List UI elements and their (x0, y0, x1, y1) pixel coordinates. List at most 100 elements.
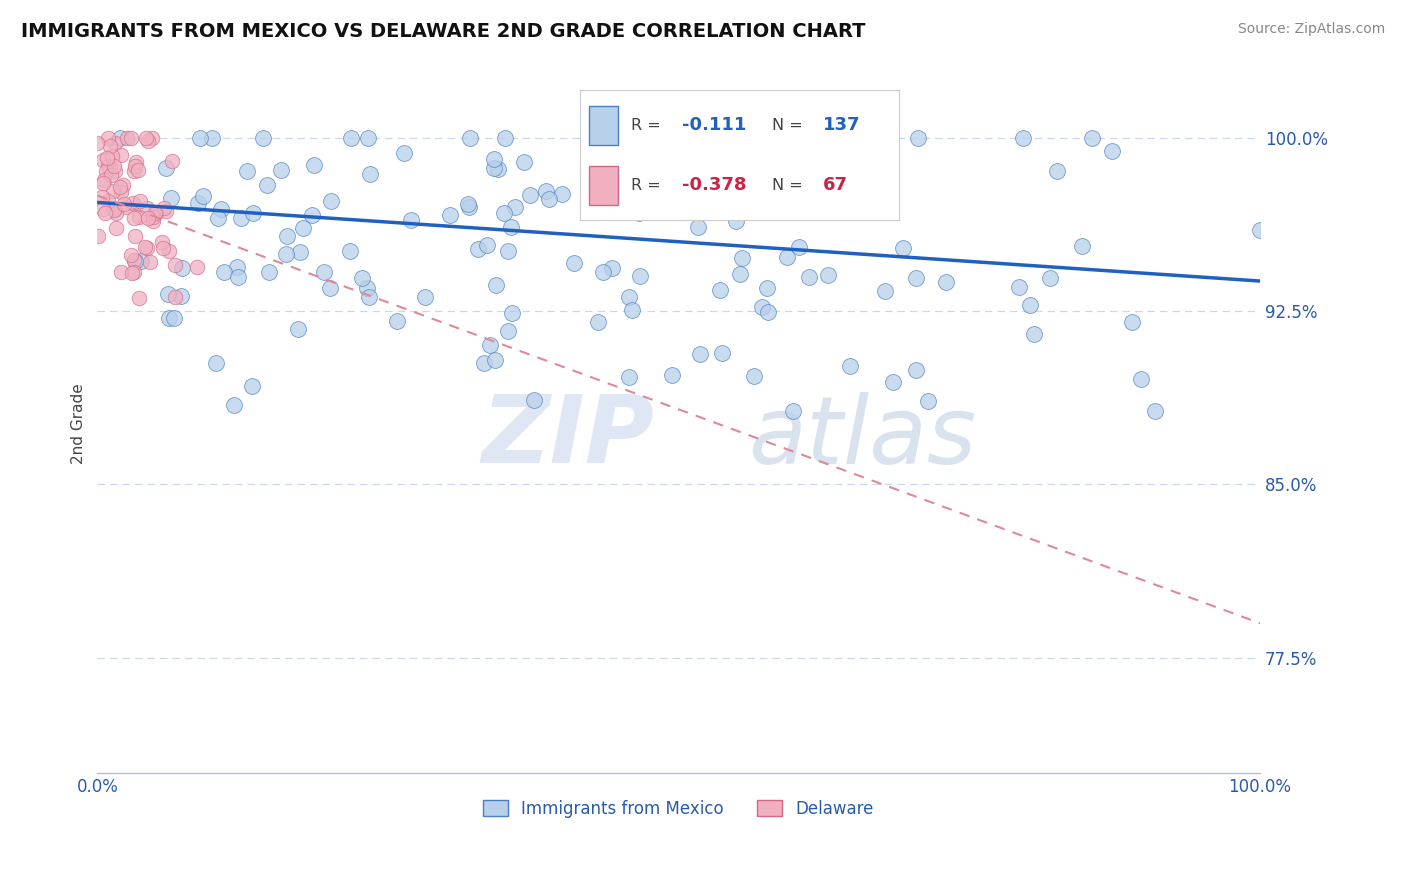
Point (121, 266, 143, 280)
Point (576, 194, 599, 209)
Point (787, 240, 810, 254)
Point (112, 178, 135, 192)
Point (110, 148, 132, 162)
Point (1024, 326, 1046, 341)
Point (188, 130, 211, 145)
Point (124, 229, 146, 244)
Point (499, 220, 522, 235)
Point (401, 213, 423, 227)
Point (339, 244, 361, 258)
Point (104, 136, 127, 150)
Point (496, 244, 519, 259)
Point (138, 255, 160, 269)
Point (1012, 130, 1035, 145)
Point (592, 265, 614, 279)
Point (501, 306, 523, 320)
Point (122, 163, 145, 178)
Point (104, 220, 127, 235)
Point (240, 379, 263, 393)
Point (534, 184, 557, 198)
Point (1039, 271, 1062, 285)
Point (340, 130, 363, 145)
Point (226, 260, 249, 274)
Point (689, 347, 711, 361)
Point (679, 200, 702, 214)
Point (115, 130, 138, 145)
Point (209, 202, 232, 216)
Point (205, 356, 228, 370)
Point (135, 130, 157, 145)
Point (115, 200, 138, 214)
Point (136, 202, 159, 216)
Point (319, 194, 342, 208)
Point (484, 152, 506, 166)
Point (276, 229, 298, 244)
Point (523, 392, 546, 407)
Point (799, 270, 821, 285)
Point (226, 269, 249, 284)
Point (187, 196, 209, 211)
Point (292, 221, 315, 235)
Point (120, 248, 142, 262)
Point (157, 244, 180, 258)
Point (103, 202, 125, 217)
Point (104, 163, 127, 178)
Point (100, 169, 122, 183)
Point (513, 154, 536, 169)
Point (756, 305, 779, 319)
Text: Source: ZipAtlas.com: Source: ZipAtlas.com (1237, 22, 1385, 37)
Point (103, 202, 125, 217)
Legend: Immigrants from Mexico, Delaware: Immigrants from Mexico, Delaware (477, 793, 880, 824)
Point (475, 238, 498, 252)
Point (591, 167, 613, 181)
Point (91, 202, 114, 216)
Point (756, 280, 779, 294)
Point (214, 265, 236, 279)
Point (236, 164, 259, 178)
Point (744, 368, 766, 383)
Point (150, 235, 173, 249)
Point (627, 206, 650, 220)
Point (319, 281, 342, 295)
Point (661, 368, 683, 383)
Point (125, 155, 148, 169)
Point (163, 289, 186, 303)
Point (486, 161, 509, 176)
Point (110, 186, 132, 200)
Point (1121, 315, 1143, 329)
Point (207, 211, 229, 225)
Point (905, 362, 928, 376)
Point (274, 247, 297, 261)
Point (600, 260, 623, 275)
Point (607, 130, 630, 145)
Point (163, 311, 186, 326)
Point (413, 290, 436, 304)
Point (259, 265, 281, 279)
Point (817, 268, 839, 283)
Point (159, 191, 181, 205)
Point (124, 253, 146, 268)
Point (170, 261, 193, 276)
Point (91, 176, 114, 190)
Point (110, 179, 132, 194)
Text: atlas: atlas (748, 392, 977, 483)
Point (359, 290, 381, 304)
Point (91, 153, 114, 167)
Point (100, 149, 122, 163)
Point (91, 190, 114, 204)
Point (1080, 130, 1102, 145)
Text: ZIP: ZIP (481, 392, 654, 483)
Point (201, 130, 224, 145)
Point (628, 268, 651, 283)
Point (907, 130, 929, 145)
Point (112, 197, 135, 211)
Point (617, 290, 640, 304)
Point (96, 164, 118, 178)
Point (131, 254, 153, 268)
Point (472, 356, 495, 370)
Point (141, 210, 163, 224)
Point (439, 209, 461, 223)
Point (1018, 298, 1040, 312)
Point (498, 325, 520, 339)
Y-axis label: 2nd Grade: 2nd Grade (72, 383, 86, 464)
